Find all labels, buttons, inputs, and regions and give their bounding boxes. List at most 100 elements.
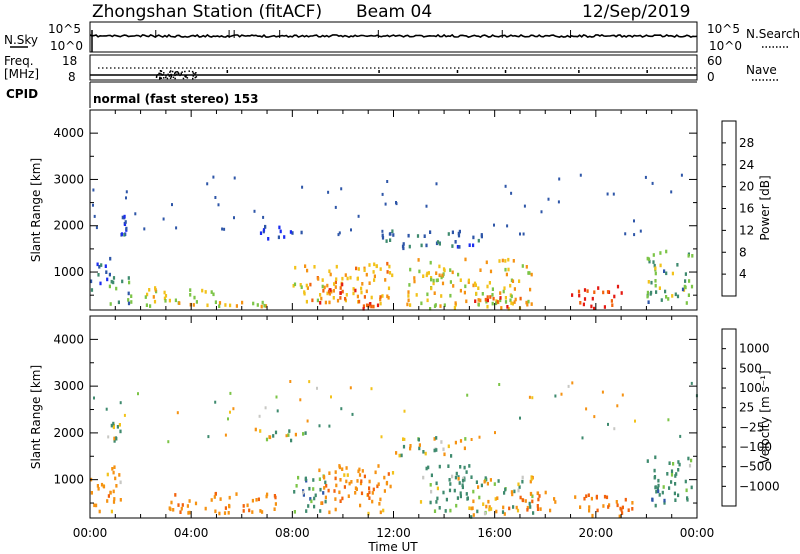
range-gate-cell — [579, 173, 582, 177]
range-gate-cell — [176, 411, 179, 415]
range-gate-cell — [307, 504, 310, 508]
range-gate-cell — [507, 257, 510, 262]
range-gate-cell — [345, 293, 348, 297]
range-gate-cell — [261, 300, 264, 305]
range-gate-cell — [470, 475, 473, 479]
range-gate-cell — [372, 304, 375, 309]
range-gate-cell — [429, 230, 432, 234]
range-gate-cell — [204, 290, 207, 294]
range-gate-cell — [384, 278, 387, 282]
range-gate-cell — [322, 475, 326, 479]
nave-dropout-dot — [184, 75, 186, 78]
range-gate-cell — [254, 427, 257, 432]
range-gate-cell — [536, 507, 540, 511]
range-gate-cell — [472, 499, 475, 504]
range-gate-cell — [472, 489, 475, 494]
range-gate-cell — [658, 493, 661, 497]
range-gate-cell — [378, 502, 381, 506]
range-gate-cell — [620, 291, 623, 295]
range-gate-cell — [210, 498, 213, 502]
range-gate-cell — [363, 474, 366, 479]
range-gate-cell — [118, 473, 121, 477]
range-gate-cell — [657, 478, 660, 483]
range-gate-cell — [518, 279, 521, 283]
range-gate-cell — [189, 288, 192, 292]
range-gate-cell — [289, 230, 292, 234]
freq-panel-frame — [89, 54, 698, 81]
freq-label-line1: Freq. — [4, 54, 34, 68]
range-gate-cell — [593, 306, 596, 311]
range-gate-cell — [505, 272, 508, 277]
range-gate-cell — [93, 214, 96, 218]
range-gate-cell — [108, 272, 111, 277]
range-gate-cell — [112, 489, 115, 494]
range-gate-cell — [647, 280, 650, 284]
range-gate-cell — [392, 233, 395, 237]
range-gate-cell — [442, 267, 446, 271]
range-gate-cell — [688, 463, 692, 468]
range-gate-cell — [350, 228, 352, 232]
range-gate-cell — [114, 476, 117, 481]
range-gate-cell — [529, 479, 532, 484]
range-gate-cell — [536, 491, 540, 496]
range-gate-cell — [429, 260, 432, 265]
range-gate-cell — [435, 481, 438, 486]
power-colorbar-tick-label: 4 — [739, 267, 747, 281]
range-gate-cell — [654, 485, 657, 490]
range-gate-cell — [530, 477, 533, 481]
nave-dropout-dot — [226, 70, 229, 73]
range-gate-cell — [306, 419, 309, 423]
range-gate-cell — [587, 493, 590, 497]
velocity-colorbar-tick-label: 500 — [739, 361, 762, 375]
range-gate-cell — [611, 303, 614, 307]
range-gate-cell — [435, 436, 438, 440]
range-gate-cell — [438, 464, 441, 469]
range-gate-cell — [482, 502, 485, 506]
range-gate-cell — [418, 269, 421, 274]
range-gate-cell — [381, 294, 384, 298]
range-gate-cell — [365, 289, 368, 294]
range-gate-cell — [341, 496, 344, 501]
range-gate-cell — [438, 506, 441, 510]
range-gate-cell — [472, 283, 475, 288]
range-gate-cell — [490, 507, 493, 511]
range-gate-cell — [661, 490, 664, 495]
range-gate-cell — [332, 289, 335, 293]
range-gate-cell — [363, 295, 366, 299]
range-gate-cell — [246, 503, 249, 508]
range-gate-cell — [387, 296, 390, 300]
power-colorbar: 4 8 12 16 20 24 28 — [721, 120, 754, 297]
power-ylabel: Slant Range [km] — [29, 158, 43, 262]
range-gate-cell — [313, 265, 316, 269]
range-gate-cell — [212, 292, 215, 297]
range-gate-cell — [93, 396, 95, 400]
range-gate-cell — [306, 268, 309, 273]
range-gate-cell — [293, 282, 297, 287]
range-gate-cell — [109, 256, 112, 261]
nave-dropout-dot — [160, 70, 162, 72]
nsky-right-tick-top: 10^5 — [707, 22, 740, 36]
power-colorbar-tick-label: 8 — [739, 245, 747, 259]
range-gate-cell — [526, 508, 529, 512]
range-gate-cell — [242, 504, 245, 508]
range-gate-cell — [603, 494, 607, 499]
range-gate-cell — [530, 475, 533, 479]
range-gate-cell — [456, 245, 459, 249]
range-gate-cell — [503, 512, 506, 516]
nave-dropout-dot — [504, 70, 507, 73]
range-gate-cell — [670, 473, 674, 477]
nave-dropout-dot — [192, 72, 195, 74]
range-gate-cell — [262, 228, 266, 232]
range-gate-cell — [379, 297, 382, 302]
range-gate-cell — [504, 296, 507, 300]
range-gate-cell — [152, 295, 155, 299]
range-gate-cell — [358, 467, 361, 472]
range-gate-cell — [606, 192, 609, 196]
range-gate-cell — [214, 491, 217, 496]
range-gate-cell — [686, 498, 689, 502]
range-gate-cell — [665, 271, 668, 276]
range-gate-cell — [513, 489, 516, 494]
range-gate-cell — [327, 488, 330, 493]
range-gate-cell — [409, 267, 412, 272]
range-gate-cell — [424, 451, 427, 456]
